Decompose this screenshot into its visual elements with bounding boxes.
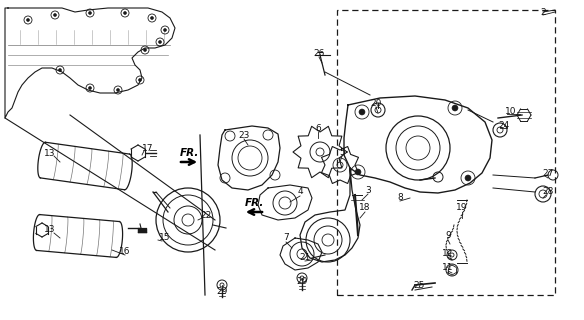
Text: 7: 7	[283, 234, 289, 243]
Circle shape	[452, 105, 458, 111]
Circle shape	[89, 86, 92, 90]
Circle shape	[89, 12, 92, 14]
Text: 11: 11	[442, 263, 454, 273]
Text: 28: 28	[543, 188, 554, 196]
Text: 3: 3	[365, 186, 371, 195]
Text: 13: 13	[44, 148, 55, 157]
Circle shape	[26, 19, 30, 21]
Text: FR.: FR.	[180, 148, 199, 158]
Text: 23: 23	[238, 131, 250, 140]
Text: 16: 16	[119, 247, 131, 257]
Text: 4: 4	[297, 188, 303, 196]
Text: 18: 18	[359, 204, 371, 212]
Text: 17: 17	[142, 143, 154, 153]
Text: 8: 8	[397, 194, 403, 203]
Text: 5: 5	[339, 148, 345, 156]
Text: 25: 25	[413, 281, 425, 290]
Text: 21: 21	[300, 252, 311, 261]
Text: 12: 12	[442, 250, 454, 259]
Bar	[337, 10, 555, 295]
Text: 27: 27	[543, 169, 554, 178]
Text: 22: 22	[200, 211, 211, 220]
Text: FR.: FR.	[245, 198, 265, 208]
Circle shape	[164, 28, 166, 31]
Text: 24: 24	[498, 121, 510, 130]
Circle shape	[144, 49, 147, 52]
Circle shape	[465, 175, 471, 181]
Circle shape	[138, 78, 141, 82]
Circle shape	[123, 12, 127, 14]
Text: 10: 10	[505, 107, 517, 116]
Text: 2: 2	[540, 7, 546, 17]
Circle shape	[54, 13, 57, 17]
Circle shape	[355, 169, 361, 175]
Text: 29: 29	[216, 286, 228, 295]
Circle shape	[58, 68, 61, 71]
Text: 15: 15	[159, 233, 171, 242]
Text: 19: 19	[456, 204, 468, 212]
Circle shape	[116, 89, 120, 92]
Text: 13: 13	[44, 226, 55, 235]
Text: 9: 9	[445, 231, 451, 241]
Text: 29: 29	[296, 276, 308, 285]
Text: 26: 26	[313, 49, 325, 58]
Circle shape	[359, 109, 365, 115]
Circle shape	[158, 41, 162, 44]
Text: 20: 20	[370, 99, 382, 108]
Text: 6: 6	[315, 124, 321, 132]
Circle shape	[151, 17, 154, 20]
